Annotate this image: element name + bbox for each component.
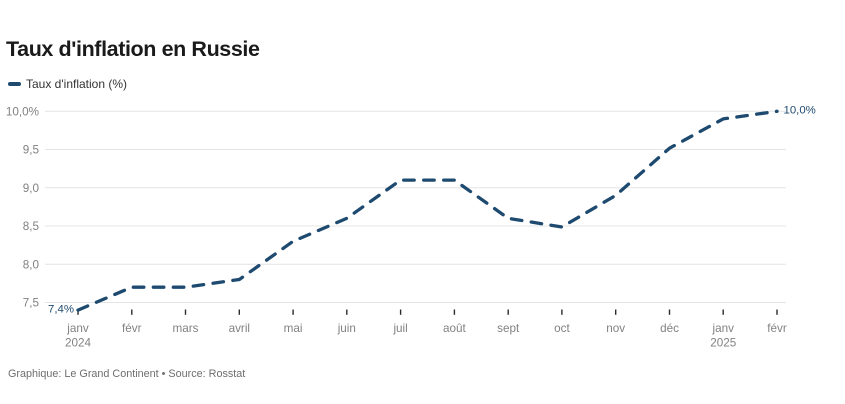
svg-text:9,0: 9,0 (23, 182, 40, 195)
svg-text:sept: sept (497, 322, 520, 335)
svg-text:juil: juil (392, 322, 407, 335)
svg-text:8,5: 8,5 (23, 220, 40, 233)
svg-text:mars: mars (173, 322, 199, 335)
svg-text:7,5: 7,5 (23, 297, 40, 310)
svg-text:7,4%: 7,4% (48, 304, 74, 316)
svg-text:août: août (443, 322, 467, 335)
svg-text:oct: oct (554, 322, 570, 335)
svg-text:2024: 2024 (65, 336, 92, 349)
svg-text:nov: nov (606, 322, 625, 335)
svg-text:mai: mai (284, 322, 303, 335)
svg-text:janv: janv (711, 322, 734, 335)
svg-text:avril: avril (229, 322, 250, 335)
svg-text:janv: janv (66, 322, 89, 335)
svg-text:juin: juin (337, 322, 356, 335)
svg-text:déc: déc (660, 322, 679, 335)
svg-text:10,0%: 10,0% (6, 106, 39, 119)
svg-text:févr: févr (767, 322, 787, 335)
svg-text:9,5: 9,5 (23, 144, 40, 157)
svg-text:10,0%: 10,0% (784, 104, 816, 116)
svg-text:févr: févr (122, 322, 142, 335)
svg-text:2025: 2025 (710, 336, 737, 349)
svg-text:8,0: 8,0 (23, 258, 40, 271)
